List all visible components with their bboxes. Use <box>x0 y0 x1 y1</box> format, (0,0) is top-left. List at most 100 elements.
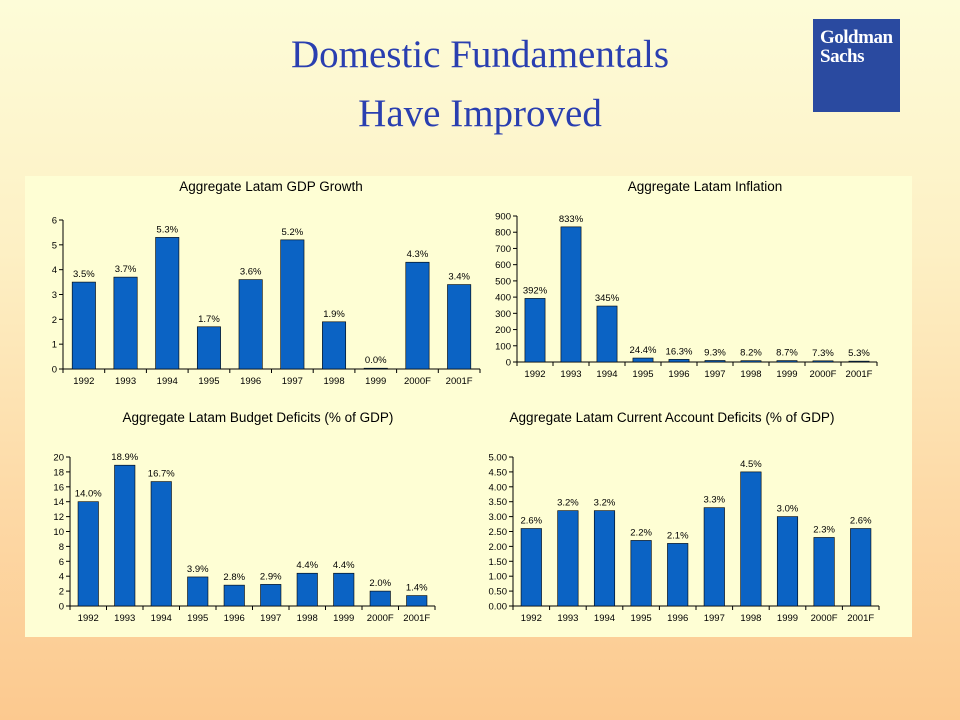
y-tick-label: 2 <box>59 587 64 598</box>
bar <box>632 357 654 363</box>
data-label: 2.6% <box>520 516 542 527</box>
data-label: 345% <box>595 293 620 304</box>
bar <box>593 510 616 607</box>
x-tick-label: 1995 <box>631 613 652 624</box>
y-tick-label: 3.00 <box>489 512 508 523</box>
bar <box>812 360 834 363</box>
bar <box>223 584 245 607</box>
data-label: 7.3% <box>812 348 834 359</box>
x-tick-label: 1996 <box>240 376 261 387</box>
data-label: 16.7% <box>148 469 175 480</box>
bar <box>776 516 799 607</box>
data-label: 16.3% <box>666 346 693 357</box>
x-tick-label: 1995 <box>187 613 208 624</box>
chart-title: Aggregate Latam Current Account Deficits… <box>510 410 835 425</box>
y-tick-label: 0 <box>506 358 511 369</box>
x-tick-label: 1994 <box>594 613 615 624</box>
x-tick-label: 1997 <box>260 613 281 624</box>
x-tick-label: 1997 <box>704 369 725 380</box>
chart-title: Aggregate Latam GDP Growth <box>179 179 363 194</box>
logo-text-line-1: Goldman <box>820 27 893 48</box>
bar <box>333 572 355 607</box>
x-tick-label: 2001F <box>847 613 874 624</box>
bar <box>520 528 542 607</box>
y-tick-label: 18 <box>53 467 64 478</box>
x-tick-label: 2001F <box>446 376 473 387</box>
x-tick-label: 1993 <box>557 613 578 624</box>
y-tick-label: 12 <box>53 512 64 523</box>
x-tick-label: 2000F <box>810 369 837 380</box>
data-label: 2.9% <box>260 571 282 582</box>
bar <box>557 510 579 607</box>
x-tick-label: 1998 <box>740 369 761 380</box>
y-tick-label: 900 <box>495 212 511 223</box>
data-label: 8.7% <box>776 348 798 359</box>
data-label: 0.0% <box>365 355 387 366</box>
data-label: 5.2% <box>282 227 304 238</box>
x-tick-label: 1994 <box>157 376 178 387</box>
y-tick-label: 600 <box>495 260 511 271</box>
charts-canvas: Aggregate Latam GDP Growth01234563.5%199… <box>52 179 880 624</box>
bar <box>740 471 762 607</box>
data-label: 3.0% <box>777 504 799 515</box>
slide-title-line-2: Have Improved <box>358 92 602 135</box>
y-tick-label: 0 <box>52 365 57 376</box>
bar <box>405 261 430 370</box>
data-label: 1.7% <box>198 314 220 325</box>
x-tick-label: 1996 <box>668 369 689 380</box>
chart-3: Aggregate Latam Budget Deficits (% of GD… <box>53 410 436 624</box>
bar <box>560 226 582 363</box>
x-tick-label: 1992 <box>524 369 545 380</box>
charts-panel: Aggregate Latam GDP Growth 0 1 2 3 4 5 6 3.5% 199… <box>25 176 912 637</box>
x-tick-label: 2000F <box>367 613 394 624</box>
bar <box>848 360 870 363</box>
chart-title: Aggregate Latam Inflation <box>628 179 783 194</box>
bar <box>296 572 318 607</box>
data-label: 3.2% <box>594 498 616 509</box>
y-tick-label: 1.50 <box>489 557 508 568</box>
data-label: 18.9% <box>111 452 138 463</box>
y-tick-label: 14 <box>53 497 64 508</box>
x-tick-label: 1999 <box>365 376 386 387</box>
y-tick-label: 3.50 <box>489 497 508 508</box>
x-tick-label: 1998 <box>323 376 344 387</box>
data-label: 3.3% <box>703 495 725 506</box>
data-label: 14.0% <box>75 489 102 500</box>
x-tick-label: 1998 <box>297 613 318 624</box>
bar <box>850 528 872 607</box>
data-label: 2.6% <box>850 516 872 527</box>
data-label: 1.9% <box>323 309 345 320</box>
x-tick-label: 1995 <box>198 376 219 387</box>
y-tick-label: 4 <box>59 572 64 583</box>
y-tick-label: 400 <box>495 293 511 304</box>
x-tick-label: 1993 <box>115 376 136 387</box>
data-label: 833% <box>559 214 584 225</box>
data-label: 2.0% <box>369 578 391 589</box>
data-label: 4.3% <box>407 249 429 260</box>
y-tick-label: 1 <box>52 340 57 351</box>
bar <box>260 584 282 607</box>
data-label: 5.3% <box>156 224 178 235</box>
bar <box>776 360 798 363</box>
data-label: 4.4% <box>333 560 355 571</box>
x-tick-label: 2000F <box>404 376 431 387</box>
y-tick-label: 700 <box>495 244 511 255</box>
data-label: 9.3% <box>704 347 726 358</box>
x-tick-label: 1992 <box>73 376 94 387</box>
data-label: 3.6% <box>240 267 262 278</box>
logo-text-line-2: Sachs <box>820 46 864 67</box>
data-label: 3.5% <box>73 269 95 280</box>
data-label: 3.2% <box>557 498 579 509</box>
data-label: 3.9% <box>187 564 209 575</box>
bar <box>369 590 391 607</box>
data-label: 1.4% <box>406 583 428 594</box>
data-label: 2.8% <box>223 572 245 583</box>
y-tick-label: 3 <box>52 290 57 301</box>
bar <box>77 501 99 607</box>
bar <box>363 367 388 370</box>
x-tick-label: 1999 <box>776 369 797 380</box>
bar <box>238 279 263 370</box>
bar <box>813 537 835 607</box>
y-tick-label: 4 <box>52 265 57 276</box>
x-tick-label: 1999 <box>333 613 354 624</box>
